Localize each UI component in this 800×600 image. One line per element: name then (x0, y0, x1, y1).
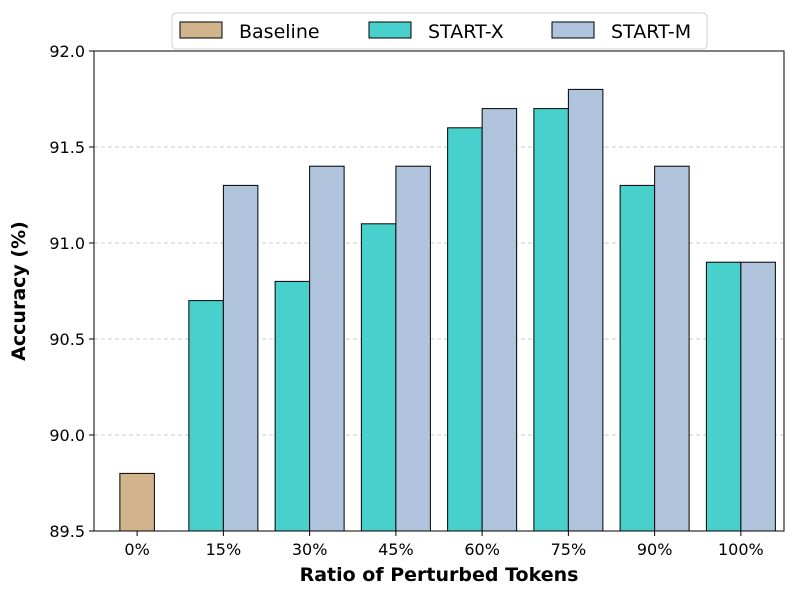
legend-label: START-X (428, 21, 504, 43)
y-tick-label: 91.5 (49, 138, 85, 157)
x-tick-label: 90% (637, 540, 673, 559)
bar-start-x-45pct (360, 223, 397, 532)
bar-baseline-0pct (119, 472, 155, 532)
x-tick-label: 45% (378, 540, 414, 559)
tick-labels: 89.5 90.0 90.5 91.0 91.5 92.0 0% 15% 30% 45% 60% 75… (49, 42, 763, 559)
y-tick-label: 89.5 (49, 522, 85, 541)
plot-frame (93, 50, 785, 532)
bar-start-m-100pct (740, 261, 776, 532)
y-tick-label: 92.0 (49, 42, 85, 61)
bar-start-m-30pct (309, 165, 345, 532)
legend: Baseline START-X START-M (171, 12, 708, 50)
bar-start-x-60pct (447, 127, 483, 532)
legend-swatch (179, 21, 223, 39)
legend-label: Baseline (239, 21, 320, 43)
bars (119, 88, 776, 532)
y-tick-label: 90.5 (49, 330, 85, 349)
x-tick-label: 0% (124, 540, 149, 559)
y-tick-label: 91.0 (49, 234, 85, 253)
y-tick-label: 90.0 (49, 426, 85, 445)
bar-start-m-75pct (567, 88, 604, 532)
bar-start-x-30pct (274, 280, 311, 532)
bar-start-m-60pct (481, 108, 518, 532)
bar-start-m-15pct (222, 184, 259, 532)
y-axis-title: Accuracy (%) (8, 221, 30, 361)
legend-swatch (368, 21, 412, 39)
x-tick-label: 15% (206, 540, 242, 559)
x-tick-label: 30% (292, 540, 328, 559)
axes (89, 50, 785, 536)
bar-start-x-75pct (533, 108, 569, 532)
bar-start-x-100pct (705, 261, 742, 532)
x-tick-label: 100% (718, 540, 764, 559)
x-tick-label: 60% (464, 540, 500, 559)
x-tick-label: 75% (551, 540, 587, 559)
bar-start-m-45pct (395, 165, 431, 532)
x-axis-title: Ratio of Perturbed Tokens (300, 564, 579, 586)
bar-start-x-90pct (619, 184, 656, 532)
bar-start-x-15pct (188, 300, 224, 532)
legend-swatch (551, 21, 595, 39)
bar-start-m-90pct (654, 165, 690, 532)
legend-label: START-M (611, 21, 691, 43)
